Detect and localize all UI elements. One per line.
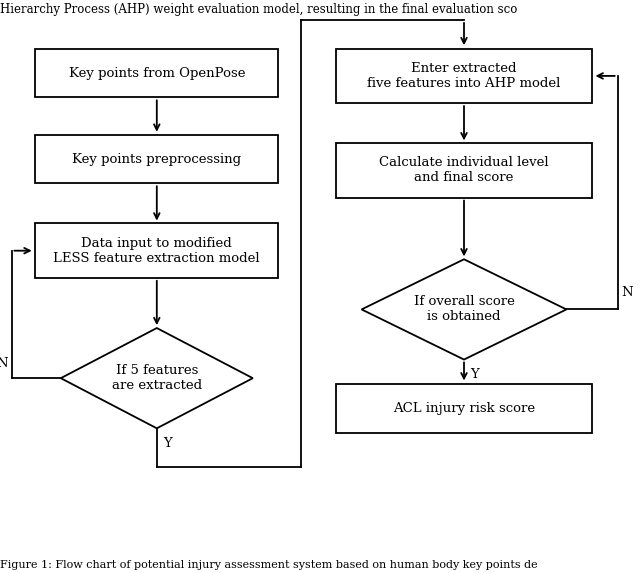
FancyBboxPatch shape — [35, 49, 278, 97]
FancyBboxPatch shape — [35, 135, 278, 183]
FancyBboxPatch shape — [336, 49, 592, 103]
Text: ACL injury risk score: ACL injury risk score — [393, 402, 535, 415]
Text: If overall score
is obtained: If overall score is obtained — [413, 296, 515, 323]
Text: N: N — [0, 358, 8, 370]
FancyBboxPatch shape — [336, 384, 592, 433]
Text: Figure 1: Flow chart of potential injury assessment system based on human body k: Figure 1: Flow chart of potential injury… — [0, 560, 538, 570]
Text: If 5 features
are extracted: If 5 features are extracted — [112, 364, 202, 392]
Text: Data input to modified
LESS feature extraction model: Data input to modified LESS feature extr… — [54, 237, 260, 265]
Text: Hierarchy Process (AHP) weight evaluation model, resulting in the final evaluati: Hierarchy Process (AHP) weight evaluatio… — [0, 3, 517, 16]
Text: Enter extracted
five features into AHP model: Enter extracted five features into AHP m… — [367, 62, 561, 90]
Text: Y: Y — [470, 368, 479, 381]
Text: Key points from OpenPose: Key points from OpenPose — [68, 66, 245, 80]
Polygon shape — [61, 328, 253, 428]
FancyBboxPatch shape — [336, 143, 592, 198]
Text: Y: Y — [163, 437, 172, 450]
Polygon shape — [362, 259, 566, 360]
Text: Calculate individual level
and final score: Calculate individual level and final sco… — [379, 156, 549, 185]
FancyBboxPatch shape — [35, 223, 278, 278]
Text: Key points preprocessing: Key points preprocessing — [72, 152, 241, 166]
Text: N: N — [621, 286, 632, 299]
